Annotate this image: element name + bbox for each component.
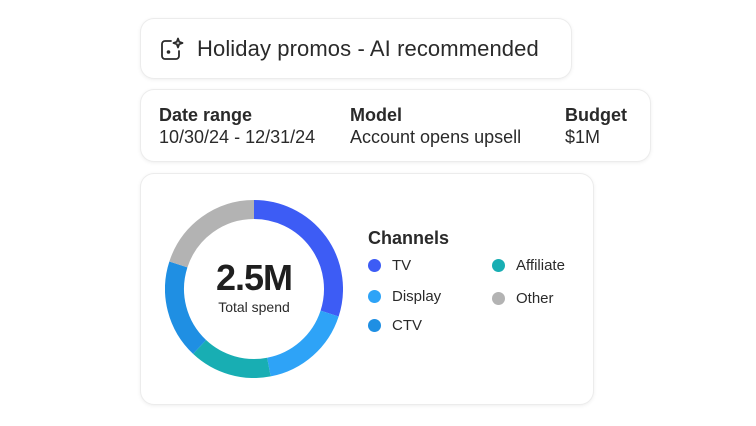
legend-item-tv: TV	[368, 257, 411, 274]
budget-value: $1M	[565, 127, 601, 147]
legend-item-display: Display	[368, 288, 441, 305]
legend-label: Display	[392, 288, 442, 305]
budget-field: Budget $1M	[565, 104, 627, 148]
donut-segment-other	[169, 200, 255, 268]
budget-label: Budget	[565, 105, 627, 125]
ai-sparkle-icon	[159, 36, 185, 62]
model-value: Account opens upsell	[350, 127, 522, 147]
donut-segment-display	[266, 310, 339, 377]
legend-label: Other	[516, 290, 554, 307]
legend-label: TV	[392, 257, 412, 274]
channels-legend: Channels TV Display CTV Affiliate Other	[368, 228, 578, 347]
legend-label: Affiliate	[516, 257, 565, 274]
recommendation-title: Holiday promos - AI recommended	[197, 35, 539, 61]
total-spend-value: 2.5M	[215, 257, 293, 298]
donut-segment-tv	[253, 200, 343, 317]
date-range-value: 10/30/24 - 12/31/24	[159, 127, 316, 147]
legend-title: Channels	[368, 228, 450, 248]
legend-item-ctv: CTV	[368, 317, 422, 334]
campaign-details-card: Date range 10/30/24 - 12/31/24 Model Acc…	[141, 90, 650, 161]
legend-item-other: Other	[492, 290, 554, 307]
total-spend-label: Total spend	[218, 299, 290, 315]
model-label: Model	[350, 105, 402, 125]
recommendation-title-card: Holiday promos - AI recommended	[141, 19, 571, 78]
channel-donut-chart: 2.5M Total spend	[165, 200, 343, 378]
spend-breakdown-card: 2.5M Total spend Channels TV Display CTV…	[141, 174, 593, 404]
legend-dot-icon	[492, 292, 505, 305]
date-range-field: Date range 10/30/24 - 12/31/24	[159, 104, 315, 148]
legend-dot-icon	[368, 259, 381, 272]
donut-segment-ctv	[165, 261, 207, 354]
legend-dot-icon	[492, 259, 505, 272]
donut-center-label: 2.5M Total spend	[165, 200, 343, 378]
date-range-label: Date range	[159, 105, 253, 125]
legend-item-affiliate: Affiliate	[492, 257, 565, 274]
legend-dot-icon	[368, 319, 381, 332]
legend-label: CTV	[392, 317, 422, 334]
donut-segment-affiliate	[193, 339, 271, 378]
model-field: Model Account opens upsell	[350, 104, 521, 148]
legend-dot-icon	[368, 290, 381, 303]
